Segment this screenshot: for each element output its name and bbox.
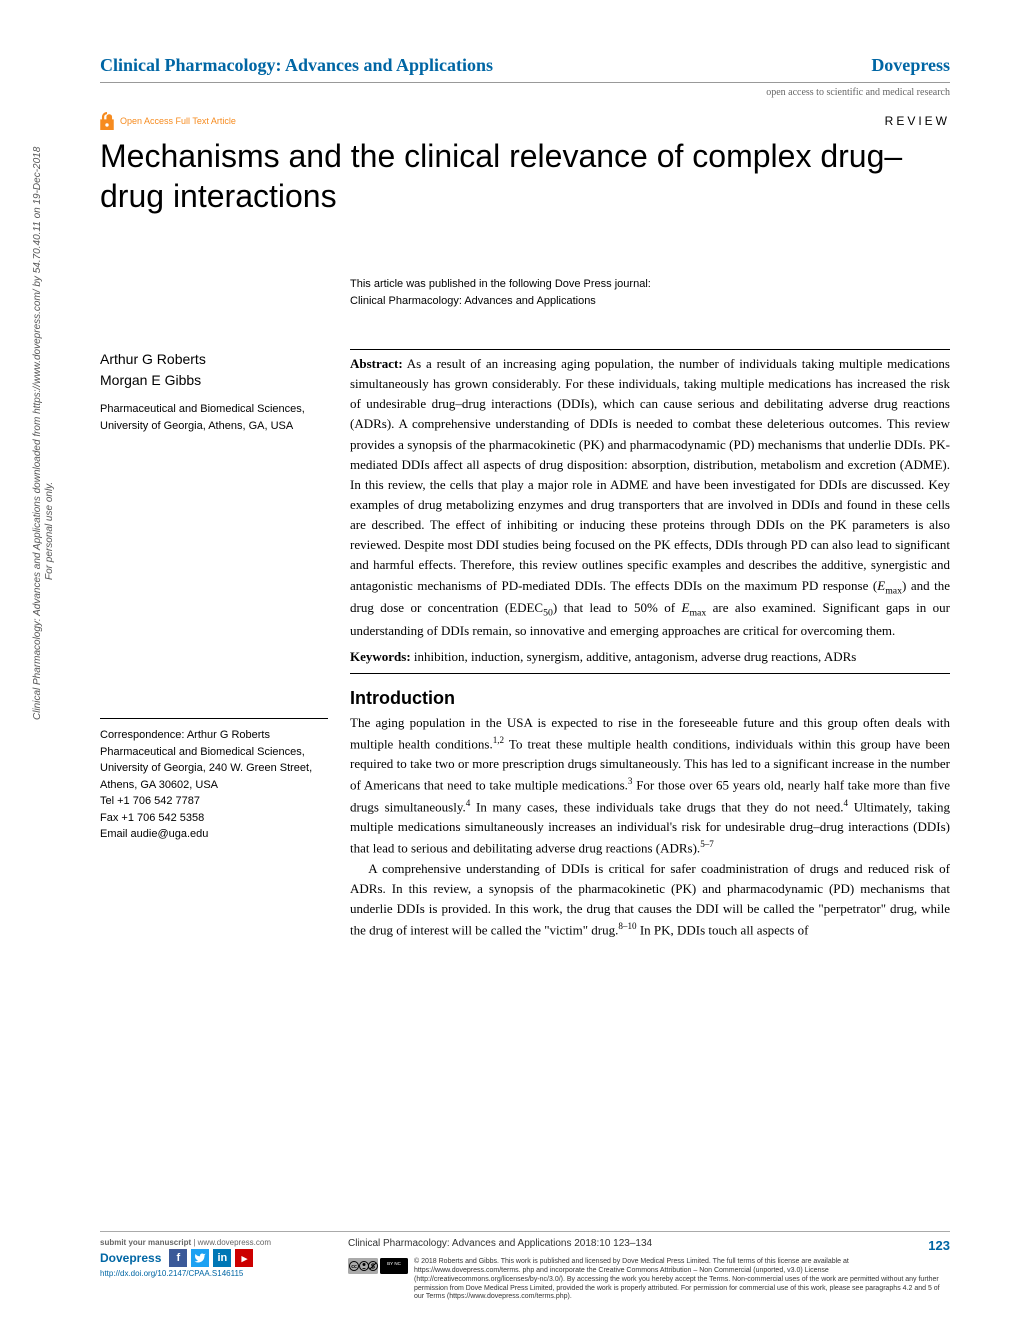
emax-sub-2: max [689, 608, 706, 619]
pub-note-line1: This article was published in the follow… [350, 276, 950, 293]
affiliation: Pharmaceutical and Biomedical Sciences, … [100, 401, 328, 434]
corr-name: Correspondence: Arthur G Roberts [100, 727, 328, 744]
abstract-label: Abstract: [350, 356, 403, 371]
tagline: open access to scientific and medical re… [100, 87, 950, 98]
copyright-text: © 2018 Roberts and Gibbs. This work is p… [414, 1258, 950, 1302]
brand-prefix: Dove [871, 55, 910, 75]
corr-email: Email audie@uga.edu [100, 826, 328, 843]
emax-sub-1: max [885, 585, 902, 596]
social-icons: f in ▸ [169, 1249, 253, 1267]
personal-use-watermark: For personal use only. [44, 482, 55, 580]
keywords: Keywords: inhibition, induction, synergi… [350, 647, 950, 674]
journal-title: Clinical Pharmacology: Advances and Appl… [100, 55, 493, 76]
article-type: REVIEW [885, 114, 950, 128]
journal-header: Clinical Pharmacology: Advances and Appl… [100, 55, 950, 83]
citation: Clinical Pharmacology: Advances and Appl… [348, 1238, 652, 1254]
doi-link[interactable]: http://dx.doi.org/10.2147/CPAA.S146115 [100, 1269, 328, 1278]
open-access-icon [100, 112, 114, 130]
corr-address: Pharmaceutical and Biomedical Sciences, … [100, 744, 328, 794]
footer-brand: Dovepress [100, 1251, 161, 1265]
page-number: 123 [928, 1238, 950, 1254]
sup-5: 5–7 [700, 839, 714, 849]
brand-suffix: press [910, 55, 950, 75]
author-2: Morgan E Gibbs [100, 370, 328, 391]
edec-50: 50 [543, 608, 553, 619]
correspondence: Correspondence: Arthur G Roberts Pharmac… [100, 727, 328, 843]
svg-text:cc: cc [351, 1264, 357, 1270]
sup-1: 1,2 [493, 735, 504, 745]
download-watermark: Clinical Pharmacology: Advances and Appl… [32, 147, 43, 720]
cc-license-icon: cc $ BY NC [348, 1258, 408, 1278]
abstract: Abstract: As a result of an increasing a… [350, 354, 950, 641]
youtube-icon[interactable]: ▸ [235, 1249, 253, 1267]
svg-text:BY NC: BY NC [387, 1261, 401, 1266]
sup-6: 8–10 [618, 921, 636, 931]
article-title: Mechanisms and the clinical relevance of… [100, 136, 950, 216]
correspondence-rule [100, 718, 328, 719]
corr-fax: Fax +1 706 542 5358 [100, 810, 328, 827]
submit-label[interactable]: submit your manuscript [100, 1238, 191, 1247]
keywords-text: inhibition, induction, synergism, additi… [411, 649, 857, 664]
abstract-rule [350, 349, 950, 350]
corr-tel: Tel +1 706 542 7787 [100, 793, 328, 810]
emax-1: E [877, 578, 885, 593]
abstract-text-1: As a result of an increasing aging popul… [350, 356, 950, 593]
intro-p1d: In many cases, these individuals take dr… [470, 799, 843, 814]
submit-url: | www.dovepress.com [191, 1238, 271, 1247]
intro-body: The aging population in the USA is expec… [350, 713, 950, 941]
twitter-icon[interactable] [191, 1249, 209, 1267]
intro-heading: Introduction [350, 688, 950, 709]
open-access-label: Open Access Full Text Article [120, 116, 236, 126]
pub-note-line2: Clinical Pharmacology: Advances and Appl… [350, 293, 950, 310]
abstract-text-3: ) that lead to 50% of [553, 600, 682, 615]
page-footer: submit your manuscript | www.dovepress.c… [0, 1231, 1020, 1320]
keywords-label: Keywords: [350, 649, 411, 664]
publisher-brand: Dovepress [871, 55, 950, 76]
intro-p2b: In PK, DDIs touch all aspects of [637, 923, 809, 938]
publication-note: This article was published in the follow… [350, 276, 950, 309]
facebook-icon[interactable]: f [169, 1249, 187, 1267]
author-list: Arthur G Roberts Morgan E Gibbs [100, 349, 328, 391]
author-1: Arthur G Roberts [100, 349, 328, 370]
linkedin-icon[interactable]: in [213, 1249, 231, 1267]
